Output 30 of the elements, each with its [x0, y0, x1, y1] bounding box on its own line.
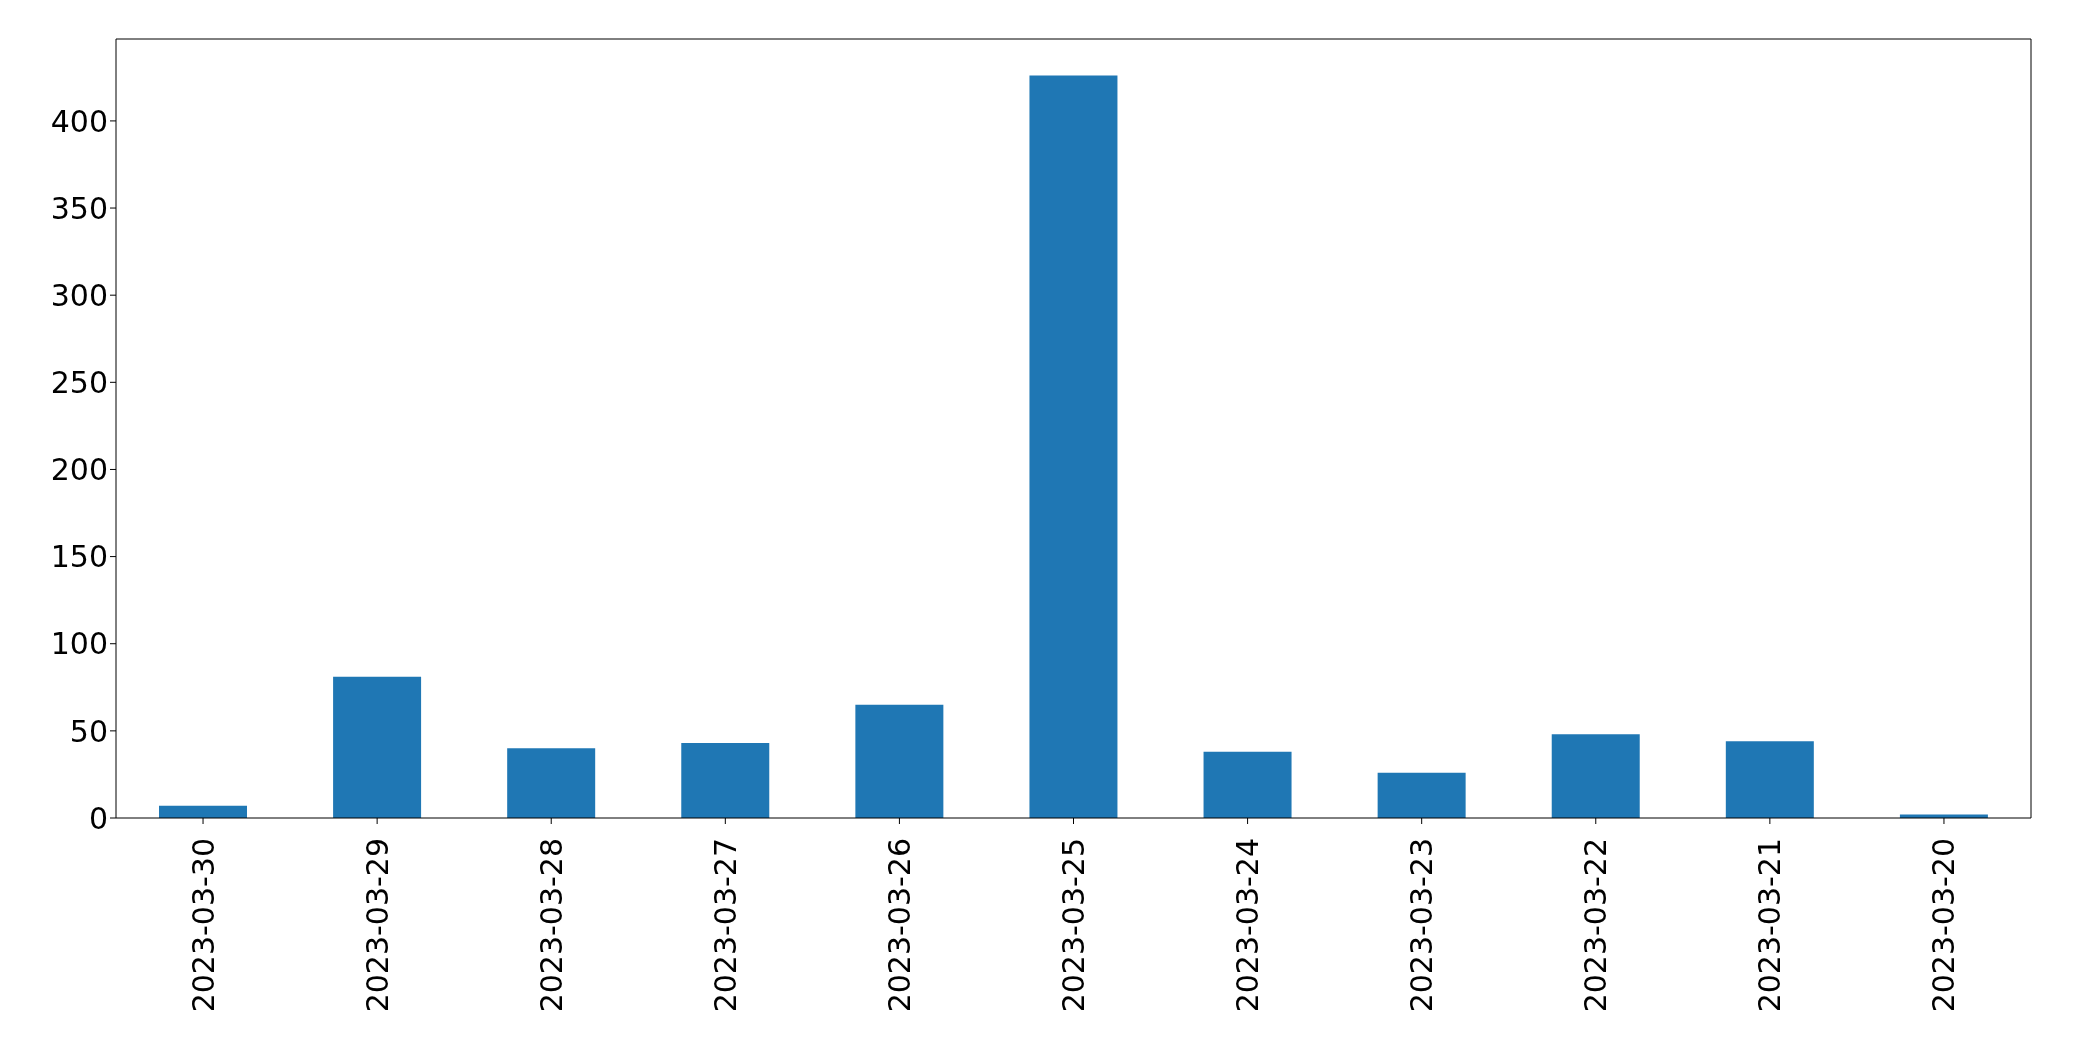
y-tick-label: 100	[50, 626, 108, 662]
bar	[159, 805, 247, 818]
x-tick-label: 2023-03-28	[533, 838, 569, 1013]
y-tick-label: 0	[88, 800, 108, 836]
y-tick-label: 300	[50, 277, 108, 313]
y-tick-label: 150	[50, 539, 108, 575]
bar	[855, 704, 944, 818]
bar	[1203, 751, 1292, 818]
x-tick-label: 2023-03-23	[1404, 838, 1440, 1013]
bar	[1377, 772, 1466, 818]
bar	[333, 676, 422, 818]
y-tick-label: 350	[50, 190, 108, 226]
bar	[681, 743, 770, 818]
x-tick-label: 2023-03-20	[1926, 838, 1962, 1013]
y-tick-label: 50	[69, 713, 108, 749]
bar	[507, 748, 596, 818]
bar	[1725, 741, 1814, 818]
bar	[1551, 734, 1640, 818]
x-tick-label: 2023-03-24	[1230, 838, 1266, 1013]
x-tick-label: 2023-03-21	[1752, 838, 1788, 1013]
x-tick-label: 2023-03-27	[707, 838, 743, 1013]
y-tick-label: 400	[50, 103, 108, 139]
bar	[1029, 75, 1118, 818]
y-tick-label: 250	[50, 364, 108, 400]
x-tick-label: 2023-03-22	[1578, 838, 1614, 1013]
x-tick-label: 2023-03-25	[1056, 838, 1091, 1013]
x-tick-label: 2023-03-29	[359, 838, 395, 1013]
x-tick-label: 2023-03-30	[185, 838, 221, 1013]
y-tick-label: 200	[50, 452, 108, 488]
x-tick-label: 2023-03-26	[881, 838, 917, 1013]
